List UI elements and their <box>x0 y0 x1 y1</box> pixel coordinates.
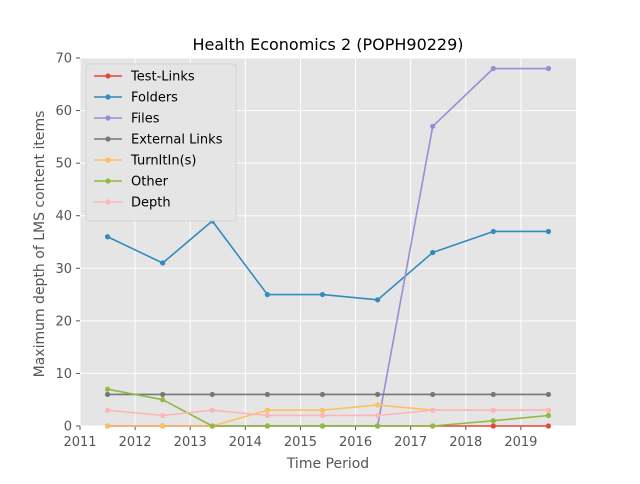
legend-swatch-marker <box>105 136 111 142</box>
y-tick-label: 0 <box>64 420 72 435</box>
legend-item: TurnItIn(s) <box>94 154 196 169</box>
data-point <box>545 423 552 429</box>
legend-swatch-marker <box>105 178 111 184</box>
x-tick-label: 2016 <box>339 435 372 450</box>
data-point <box>209 407 215 413</box>
series-depth <box>104 407 552 419</box>
data-point <box>375 402 381 408</box>
data-point <box>319 423 326 429</box>
data-point <box>264 412 270 419</box>
data-point <box>319 391 326 398</box>
data-point <box>375 423 381 429</box>
legend-swatch-marker <box>105 73 111 79</box>
legend-swatch-marker <box>105 157 111 163</box>
data-point <box>430 407 436 413</box>
legend-label: Folders <box>131 91 178 106</box>
data-point <box>104 386 111 392</box>
data-point <box>160 412 166 419</box>
x-tick-label: 2011 <box>63 435 96 450</box>
data-point <box>319 412 326 419</box>
legend: Test-Links Folders Files External Links Turn… <box>85 63 237 222</box>
legend-swatch-marker <box>105 199 111 205</box>
series-external-links <box>104 391 552 398</box>
legend-swatch-marker <box>105 94 111 100</box>
legend-item: External Links <box>94 133 223 148</box>
x-tick-label: 2017 <box>394 435 427 450</box>
x-tick-label: 2012 <box>119 435 152 450</box>
data-point <box>545 412 552 419</box>
data-point <box>490 423 496 429</box>
legend-item: Depth <box>94 196 171 211</box>
data-point <box>545 228 552 235</box>
data-point <box>545 391 552 398</box>
legend-label: Files <box>131 112 160 127</box>
legend-label: TurnItIn(s) <box>130 154 196 169</box>
legend-swatch-marker <box>105 115 111 121</box>
data-point <box>209 423 215 429</box>
y-tick-label: 60 <box>55 104 72 119</box>
data-point <box>430 423 436 429</box>
y-axis-label: Maximum depth of LMS content items <box>32 111 48 378</box>
data-point <box>490 228 496 235</box>
legend-label: Depth <box>131 196 171 211</box>
data-point <box>490 407 496 413</box>
chart-title: Health Economics 2 (POPH90229) <box>192 35 463 54</box>
x-tick-label: 2018 <box>449 435 482 450</box>
data-point <box>430 123 436 129</box>
data-point <box>104 407 111 413</box>
legend-item: Folders <box>94 91 178 106</box>
data-point <box>104 234 111 240</box>
data-point <box>264 407 270 413</box>
x-axis-ticks: 2011 2012 2013 2014 2015 2016 2017 2018 2019 <box>63 426 537 450</box>
data-point <box>319 291 326 298</box>
legend-label: Test-Links <box>130 70 195 85</box>
data-point <box>264 291 270 298</box>
data-point <box>545 65 552 72</box>
data-point <box>490 65 496 72</box>
x-tick-label: 2019 <box>504 435 537 450</box>
data-point <box>160 391 166 398</box>
data-point <box>375 412 381 419</box>
data-point <box>160 423 166 429</box>
data-point <box>490 418 496 424</box>
data-point <box>209 391 215 398</box>
legend-item: Test-Links <box>94 70 195 85</box>
data-point <box>264 391 270 398</box>
x-tick-label: 2013 <box>174 435 207 450</box>
data-point <box>375 391 381 398</box>
legend-label: External Links <box>131 133 223 148</box>
y-tick-label: 10 <box>55 367 72 382</box>
y-axis-ticks: 0 10 20 30 40 50 60 70 <box>55 52 80 435</box>
data-point <box>160 397 166 403</box>
y-tick-label: 20 <box>55 314 72 329</box>
series-group <box>104 65 552 429</box>
data-point <box>430 249 436 256</box>
data-point <box>104 391 111 398</box>
y-tick-label: 70 <box>55 52 72 67</box>
series-folders <box>104 218 552 303</box>
x-axis-label: Time Period <box>286 456 369 472</box>
data-point <box>430 391 436 398</box>
data-point <box>264 423 270 429</box>
y-tick-label: 40 <box>55 209 72 224</box>
legend-item: Files <box>94 112 160 127</box>
legend-box <box>85 63 237 222</box>
data-point <box>104 423 111 429</box>
legend-item: Other <box>94 175 169 190</box>
series-other <box>104 386 552 429</box>
y-tick-label: 30 <box>55 262 72 277</box>
data-point <box>545 407 552 413</box>
data-point <box>319 407 326 413</box>
data-point <box>490 391 496 398</box>
data-point <box>160 260 166 266</box>
data-point <box>375 297 381 303</box>
y-tick-label: 50 <box>55 157 72 172</box>
legend-label: Other <box>131 175 169 190</box>
x-tick-label: 2015 <box>284 435 317 450</box>
x-tick-label: 2014 <box>229 435 262 450</box>
